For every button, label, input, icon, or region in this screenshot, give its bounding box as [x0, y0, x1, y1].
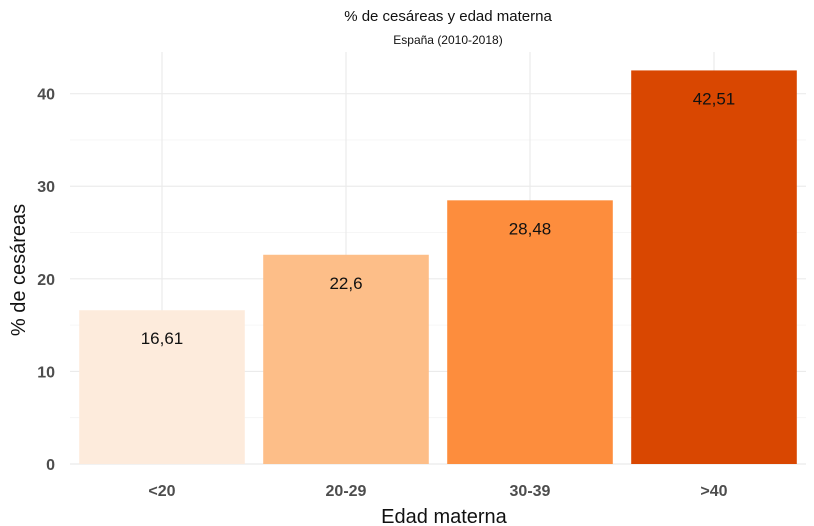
y-tick-label: 40: [37, 87, 55, 104]
bar: [447, 200, 613, 464]
bar: [263, 254, 429, 464]
bars: [79, 70, 797, 465]
x-axis-ticks: <20 20-29 30-39 >40: [148, 483, 727, 500]
bar: [79, 310, 245, 464]
bar-value-label: 28,48: [509, 219, 552, 238]
bar-value-label: 22,6: [329, 274, 362, 293]
bar-value-label: 42,51: [693, 89, 736, 108]
x-axis-label: Edad materna: [381, 506, 508, 526]
y-tick-label: 30: [37, 179, 55, 196]
y-tick-label: 10: [37, 364, 55, 381]
x-tick-label: >40: [700, 483, 727, 500]
x-tick-label: 30-39: [510, 483, 551, 500]
y-tick-label: 0: [46, 457, 55, 474]
bar-value-label: 16,61: [141, 329, 184, 348]
chart-title: % de cesáreas y edad materna: [344, 8, 552, 25]
x-tick-label: <20: [148, 483, 175, 500]
bar: [631, 70, 797, 465]
y-tick-label: 20: [37, 272, 55, 289]
y-axis-label: % de cesáreas: [8, 204, 30, 336]
data-labels: 16,61 22,6 28,48 42,51: [141, 89, 736, 348]
chart-subtitle: España (2010-2018): [393, 33, 502, 47]
y-axis-ticks: 0 10 20 30 40: [37, 87, 55, 474]
x-tick-label: 20-29: [326, 483, 367, 500]
